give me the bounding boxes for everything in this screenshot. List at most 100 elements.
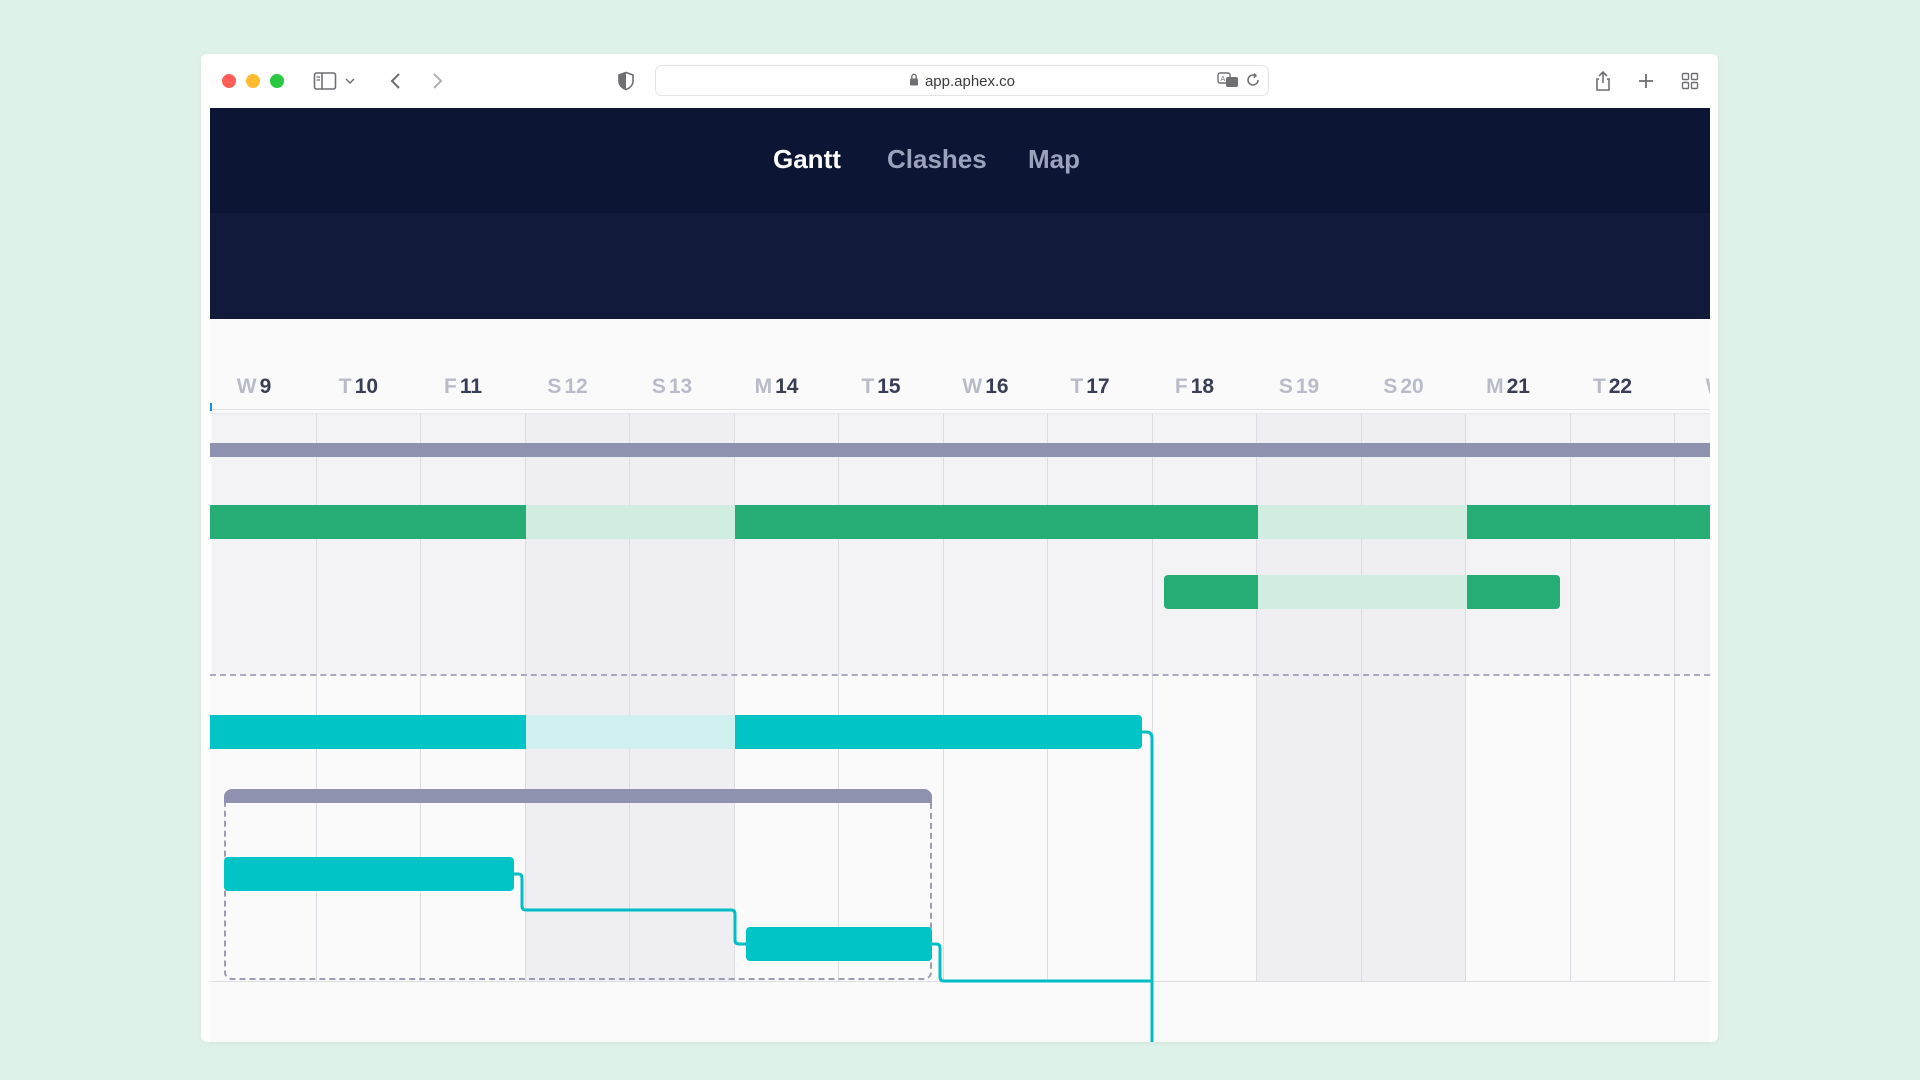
day-number: 12 [564, 375, 588, 398]
reload-icon[interactable] [1245, 72, 1261, 93]
weekday-text: M [754, 375, 773, 398]
dependency-connectors [514, 730, 1154, 1042]
day-gridline [733, 414, 735, 981]
day-number: 22 [1608, 375, 1633, 398]
day-number: 21 [1506, 375, 1530, 398]
weekday-text: W [1706, 375, 1710, 398]
header-divider [210, 409, 1710, 410]
group-summary-bar[interactable] [224, 789, 932, 803]
day-number: 19 [1295, 375, 1320, 398]
day-label: T 22 [1561, 375, 1665, 399]
day-number: 17 [1086, 375, 1110, 398]
weekday-text: W [236, 375, 257, 398]
section-shade [1675, 414, 1710, 674]
gantt-timeline: W 9 T 10 F 11 S 12 S 13 M 14 T 15 W 16 T 17 F 18 S 19 S 20 M 21 T 2… [210, 319, 1710, 1042]
weekday-text: S [651, 375, 666, 398]
dependency-line [932, 942, 1152, 983]
day-number: 13 [668, 375, 693, 398]
day-gridline [1674, 414, 1675, 981]
section-shade [1570, 414, 1675, 674]
day-gridline [524, 414, 526, 981]
day-label: T 10 [307, 375, 411, 399]
section-shade [839, 414, 944, 674]
minimize-window-button[interactable] [246, 74, 260, 88]
day-gridline [838, 414, 839, 981]
day-number: 14 [775, 375, 799, 398]
back-icon[interactable] [382, 67, 410, 95]
day-number: 10 [354, 375, 379, 398]
weekday-text: T [861, 375, 875, 398]
day-gridline [1465, 414, 1466, 981]
day-label: T 15 [829, 375, 933, 399]
day-number: 18 [1190, 375, 1215, 398]
day-label: M 14 [725, 375, 829, 399]
zoom-window-button[interactable] [270, 74, 284, 88]
task-bar-segment[interactable] [210, 505, 526, 539]
summary-bar[interactable] [210, 443, 1710, 457]
task-bar-weekend [1258, 575, 1467, 609]
shield-icon[interactable] [612, 67, 640, 95]
weekday-text: T [1592, 375, 1606, 398]
task-bar[interactable] [746, 927, 932, 961]
day-label: W 16 [934, 375, 1038, 399]
dependency-line [1142, 730, 1154, 1042]
day-label: T 17 [1038, 375, 1142, 399]
weekday-text: T [338, 375, 352, 398]
sidebar-icon[interactable] [311, 67, 339, 95]
task-bar-segment[interactable] [210, 715, 526, 749]
day-gridline [1256, 414, 1257, 981]
section-shade [316, 414, 421, 674]
tab-clashes[interactable]: Clashes [887, 144, 987, 174]
section-shade [1466, 414, 1571, 674]
day-number: 20 [1400, 375, 1424, 398]
svg-text:A: A [1221, 75, 1226, 83]
task-bar-segment[interactable] [1164, 575, 1258, 609]
tab-map[interactable]: Map [1028, 144, 1080, 174]
tab-gantt[interactable]: Gantt [773, 144, 841, 174]
task-bar-segment[interactable] [1467, 505, 1710, 539]
day-gridline [1360, 414, 1362, 981]
task-bar-weekend [526, 715, 735, 749]
section-shade [734, 414, 839, 674]
new-tab-icon[interactable] [1632, 67, 1660, 95]
translate-icon[interactable]: A [1217, 71, 1239, 94]
weekday-text: W [962, 375, 983, 398]
weekday-text: M [1486, 375, 1504, 398]
day-gridline [1151, 414, 1153, 981]
task-bar-segment[interactable] [1467, 575, 1560, 609]
app-content: Gantt Clashes Map W 9 T 10 F 11 S 12 S 13 M 14 T 15 W 1… [210, 108, 1710, 1042]
chevron-down-icon[interactable] [342, 67, 358, 95]
day-gridline [942, 414, 944, 981]
day-label: F 11 [411, 375, 515, 399]
address-bar[interactable]: app.aphex.co A [655, 65, 1269, 96]
day-gridline [315, 414, 317, 981]
day-gridline [629, 414, 630, 981]
weekday-text: S [1278, 375, 1293, 398]
task-bar-segment[interactable] [735, 715, 1142, 749]
tab-overview-icon[interactable] [1676, 67, 1704, 95]
task-bar[interactable] [224, 857, 514, 891]
task-bar-weekend [1258, 505, 1467, 539]
day-label: W [1665, 375, 1710, 399]
day-number: 9 [259, 375, 272, 398]
task-bar-segment[interactable] [735, 505, 1258, 539]
forward-icon[interactable] [423, 67, 451, 95]
day-number: 15 [877, 375, 901, 398]
weekday-text: S [547, 375, 562, 398]
grid-line [210, 413, 1710, 414]
close-window-button[interactable] [222, 74, 236, 88]
day-label: S 20 [1352, 375, 1456, 399]
day-gridline [420, 414, 421, 981]
weekday-text: S [1383, 375, 1398, 398]
day-label: M 21 [1456, 375, 1560, 399]
day-label: S 12 [516, 375, 620, 399]
day-label: S 19 [1247, 375, 1351, 399]
weekday-text: F [1174, 375, 1188, 398]
day-number: 16 [985, 375, 1009, 398]
lock-icon [909, 73, 919, 90]
url-text: app.aphex.co [924, 73, 1016, 90]
section-shade [1048, 414, 1153, 674]
share-icon[interactable] [1589, 67, 1617, 95]
day-number: 11 [459, 375, 483, 398]
